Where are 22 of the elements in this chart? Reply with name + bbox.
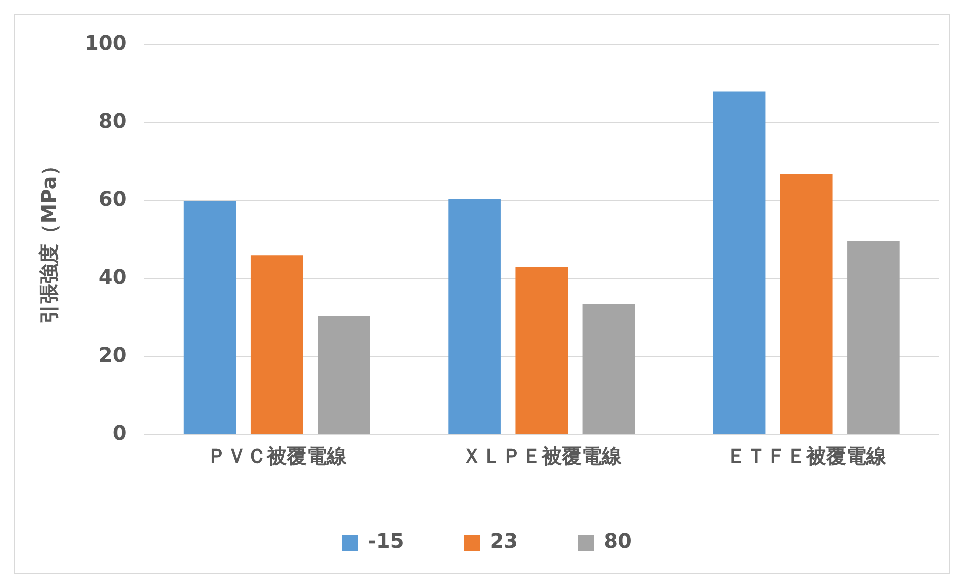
x-tick-label: ＰＶＣ被覆電線 bbox=[207, 444, 348, 468]
y-tick-label: 80 bbox=[98, 109, 127, 134]
bar bbox=[448, 199, 501, 434]
bar bbox=[250, 256, 304, 434]
bar bbox=[780, 174, 833, 434]
y-tick-label: 100 bbox=[85, 31, 127, 56]
y-tick-label: 40 bbox=[98, 265, 127, 290]
bar bbox=[318, 316, 370, 434]
bar bbox=[713, 92, 766, 434]
x-tick-label: ＥＴＦＥ被覆電線 bbox=[726, 444, 888, 468]
y-tick-label: 0 bbox=[112, 421, 127, 446]
legend-label: 80 bbox=[604, 529, 632, 554]
y-axis-title: 引張強度（MPa） bbox=[37, 156, 62, 324]
y-tick-label: 20 bbox=[98, 343, 127, 368]
bar bbox=[184, 201, 236, 434]
x-tick-label: ＸＬＰＥ被覆電線 bbox=[462, 444, 623, 468]
legend-label: -15 bbox=[368, 529, 404, 554]
y-tick-label: 60 bbox=[98, 187, 127, 212]
bar bbox=[848, 242, 900, 434]
bar bbox=[582, 304, 636, 434]
legend-label: 23 bbox=[490, 529, 518, 554]
bar bbox=[516, 267, 568, 434]
